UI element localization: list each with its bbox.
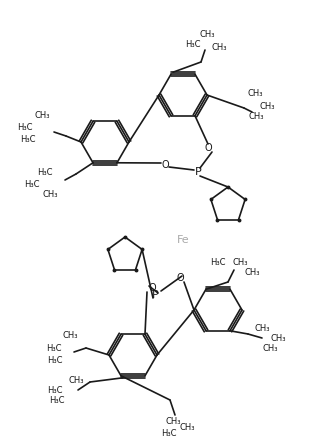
Text: CH₃: CH₃: [68, 375, 84, 384]
Text: H₃C: H₃C: [37, 168, 53, 177]
Text: CH₃: CH₃: [232, 258, 248, 267]
Text: O: O: [148, 283, 156, 293]
Text: CH₃: CH₃: [247, 89, 263, 98]
Text: P: P: [195, 167, 201, 177]
Text: CH₃: CH₃: [165, 417, 181, 426]
Text: CH₃: CH₃: [199, 30, 215, 39]
Text: H₃C: H₃C: [17, 122, 33, 132]
Text: CH₃: CH₃: [254, 323, 270, 332]
Text: CH₃: CH₃: [42, 190, 58, 198]
Text: CH₃: CH₃: [179, 422, 195, 431]
Text: CH₃: CH₃: [262, 344, 278, 353]
Text: H₃C: H₃C: [210, 258, 226, 267]
Text: H₃C: H₃C: [47, 385, 63, 395]
Text: H₃C: H₃C: [46, 344, 62, 353]
Text: H₃C: H₃C: [24, 180, 40, 189]
Text: H₃C: H₃C: [185, 39, 201, 48]
Text: CH₃: CH₃: [62, 331, 78, 340]
Text: P: P: [152, 290, 158, 300]
Text: CH₃: CH₃: [270, 333, 286, 343]
Text: CH₃: CH₃: [244, 267, 260, 276]
Text: H₃C: H₃C: [20, 134, 36, 143]
Text: H₃C: H₃C: [47, 356, 63, 365]
Text: O: O: [204, 143, 212, 153]
Text: CH₃: CH₃: [259, 102, 275, 111]
Text: CH₃: CH₃: [211, 43, 227, 52]
Text: Fe: Fe: [177, 235, 189, 245]
Text: H₃C: H₃C: [49, 396, 65, 405]
Text: H₃C: H₃C: [161, 428, 177, 438]
Text: CH₃: CH₃: [248, 112, 264, 121]
Text: O: O: [161, 160, 169, 170]
Text: O: O: [176, 273, 184, 283]
Text: CH₃: CH₃: [34, 111, 50, 120]
